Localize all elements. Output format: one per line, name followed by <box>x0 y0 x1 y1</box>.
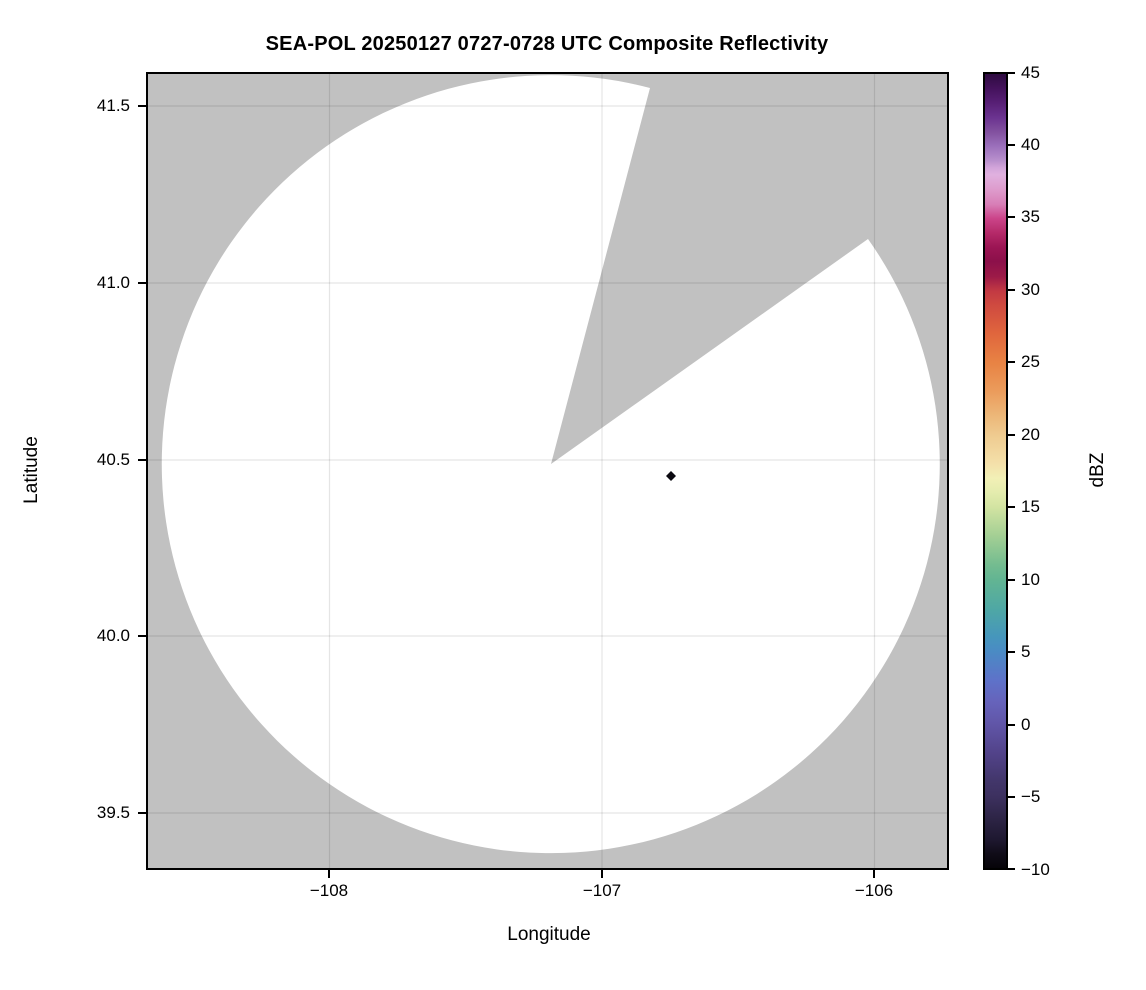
colorbar-tick <box>1008 651 1015 653</box>
x-tick <box>601 870 603 878</box>
colorbar-tick-label: 45 <box>1021 63 1040 82</box>
y-tick-label: 41.0 <box>96 273 130 292</box>
chart-title: SEA-POL 20250127 0727-0728 UTC Composite… <box>265 33 829 55</box>
colorbar-tick <box>1008 506 1015 508</box>
colorbar-tick <box>1008 724 1015 726</box>
x-tick-label: −107 <box>582 881 622 900</box>
colorbar-tick-label: 25 <box>1021 352 1040 371</box>
x-tick-label: −108 <box>309 881 349 900</box>
colorbar-tick-label: 5 <box>1021 642 1031 661</box>
y-axis-label: Latitude <box>21 436 42 504</box>
plot-area <box>146 72 949 870</box>
y-tick-label: 40.5 <box>96 450 130 469</box>
colorbar-tick <box>1008 144 1015 146</box>
x-tick <box>873 870 875 878</box>
y-tick-label: 39.5 <box>96 803 130 822</box>
y-tick <box>138 282 146 284</box>
gridlines <box>148 74 947 868</box>
colorbar-tick-label: −10 <box>1021 860 1050 879</box>
y-tick-label: 41.5 <box>96 96 130 115</box>
colorbar-tick-label: 40 <box>1021 135 1040 154</box>
y-tick <box>138 459 146 461</box>
colorbar-tick-label: −5 <box>1021 787 1041 806</box>
y-tick <box>138 812 146 814</box>
colorbar-tick <box>1008 579 1015 581</box>
x-axis-label: Longitude <box>507 924 591 945</box>
colorbar-tick <box>1008 796 1015 798</box>
x-tick <box>328 870 330 878</box>
y-tick-label: 40.0 <box>96 626 130 645</box>
colorbar-tick <box>1008 216 1015 218</box>
echo-marker <box>666 471 676 481</box>
colorbar-axis-label: dBZ <box>1087 452 1108 488</box>
y-tick <box>138 105 146 107</box>
colorbar-tick <box>1008 868 1015 870</box>
colorbar-tick <box>1008 72 1015 74</box>
colorbar-tick-label: 0 <box>1021 715 1031 734</box>
colorbar-tick-label: 30 <box>1021 280 1040 299</box>
colorbar-tick-label: 15 <box>1021 497 1040 516</box>
colorbar-tick-label: 20 <box>1021 425 1040 444</box>
y-tick <box>138 635 146 637</box>
colorbar-tick-label: 10 <box>1021 570 1040 589</box>
colorbar-tick <box>1008 289 1015 291</box>
radar-coverage-region <box>161 75 940 854</box>
colorbar-tick <box>1008 361 1015 363</box>
colorbar-tick-label: 35 <box>1021 207 1040 226</box>
x-tick-label: −106 <box>854 881 894 900</box>
colorbar-tick <box>1008 434 1015 436</box>
colorbar <box>983 72 1008 870</box>
radar-map-canvas <box>148 74 947 868</box>
